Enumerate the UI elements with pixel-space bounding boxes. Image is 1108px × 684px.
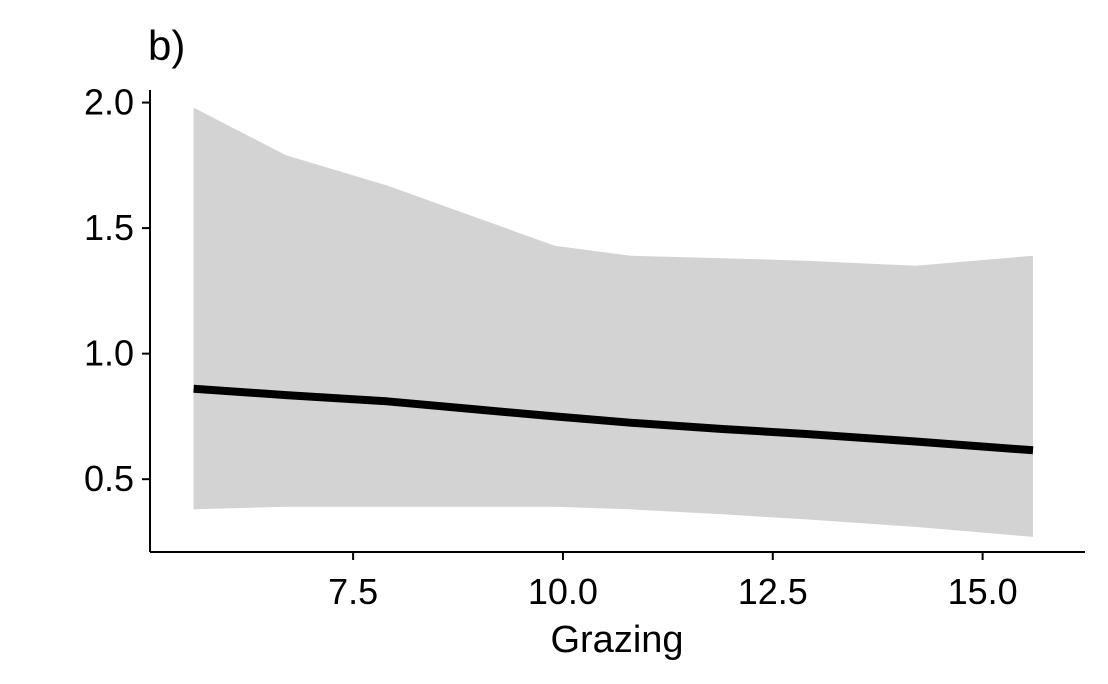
y-tick-label: 2.0 [84,82,134,123]
y-tick-label: 1.5 [84,207,134,248]
x-tick-label: 10.0 [528,571,598,612]
x-axis-title: Grazing [550,619,683,661]
x-tick-label: 12.5 [738,571,808,612]
x-tick-label: 7.5 [328,571,378,612]
chart-title: b) [148,22,185,69]
fitted-line [193,384,1034,455]
y-tick-label: 1.0 [84,333,134,374]
y-tick-label: 0.5 [84,458,134,499]
plot-area: 0.5 1.0 1.5 2.0 7.5 10.0 12.5 15.0 [84,82,1085,612]
x-tick-label: 15.0 [948,571,1018,612]
confidence-band [193,107,1034,537]
